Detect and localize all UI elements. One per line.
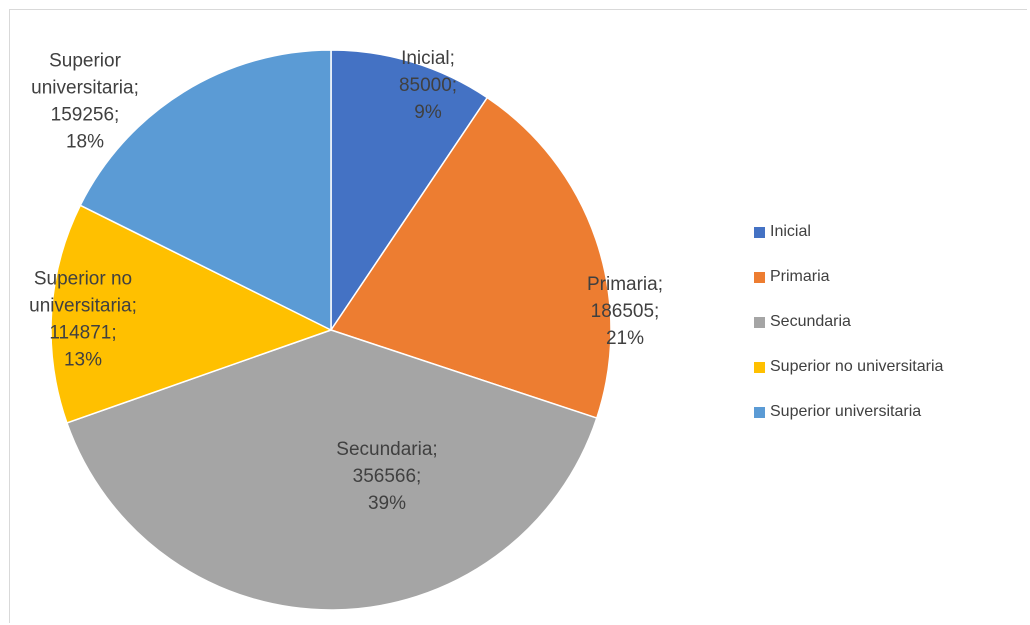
- data-label-line: 186505;: [591, 301, 660, 322]
- legend-swatch-secundaria: [754, 316, 765, 328]
- legend-item-superior-universitaria: Superior universitaria: [754, 400, 943, 424]
- legend: Inicial Primaria Secundaria Superior no …: [754, 220, 943, 445]
- data-label-line: 85000;: [399, 75, 457, 96]
- data-label-line: 114871;: [49, 323, 116, 344]
- legend-item-secundaria: Secundaria: [754, 310, 943, 334]
- data-label-line: 356566;: [353, 466, 422, 487]
- legend-swatch-inicial: [754, 226, 765, 238]
- chart-frame: [9, 9, 1027, 623]
- pie-slice-primaria: [329, 96, 612, 420]
- legend-swatch-primaria: [754, 271, 765, 283]
- data-label-superior-no-universitaria: Superior no universitaria; 114871; 13%: [29, 269, 137, 371]
- data-label-line: Secundaria;: [336, 439, 437, 460]
- pie-slice-superior-universitaria: [79, 49, 332, 332]
- data-label-line: 9%: [414, 102, 442, 123]
- legend-item-inicial: Inicial: [754, 220, 943, 244]
- legend-label-superior-universitaria: Superior universitaria: [770, 403, 922, 420]
- legend-swatch-superior-no-universitaria: [754, 361, 765, 373]
- pie-slice-secundaria: [65, 329, 598, 611]
- data-label-secundaria: Secundaria; 356566; 39%: [336, 439, 437, 514]
- data-label-line: Superior no: [34, 269, 132, 290]
- data-label-line: Superior: [49, 51, 121, 72]
- data-label-line: 39%: [368, 493, 406, 514]
- legend-label-secundaria: Secundaria: [770, 313, 851, 330]
- pie-slice-superior-no-universitaria: [50, 204, 333, 424]
- data-label-line: 13%: [64, 350, 102, 371]
- legend-item-primaria: Primaria: [754, 265, 943, 289]
- legend-label-superior-no-universitaria: Superior no universitaria: [770, 358, 944, 375]
- data-label-primaria: Primaria; 186505; 21%: [587, 274, 663, 349]
- data-label-line: Primaria;: [587, 274, 663, 295]
- legend-label-inicial: Inicial: [770, 223, 811, 240]
- legend-swatch-superior-universitaria: [754, 406, 765, 418]
- data-label-line: 159256;: [51, 105, 120, 126]
- pie-slice-inicial: [330, 49, 489, 333]
- data-label-line: universitaria;: [29, 296, 137, 317]
- legend-item-superior-no-universitaria: Superior no universitaria: [754, 355, 943, 379]
- data-label-line: 18%: [66, 132, 104, 153]
- data-label-line: 21%: [606, 328, 644, 349]
- data-label-line: universitaria;: [31, 78, 139, 99]
- legend-label-primaria: Primaria: [770, 268, 830, 285]
- data-label-inicial: Inicial; 85000; 9%: [399, 48, 457, 123]
- data-label-line: Inicial;: [401, 48, 455, 69]
- data-label-superior-universitaria: Superior universitaria; 159256; 18%: [31, 51, 139, 153]
